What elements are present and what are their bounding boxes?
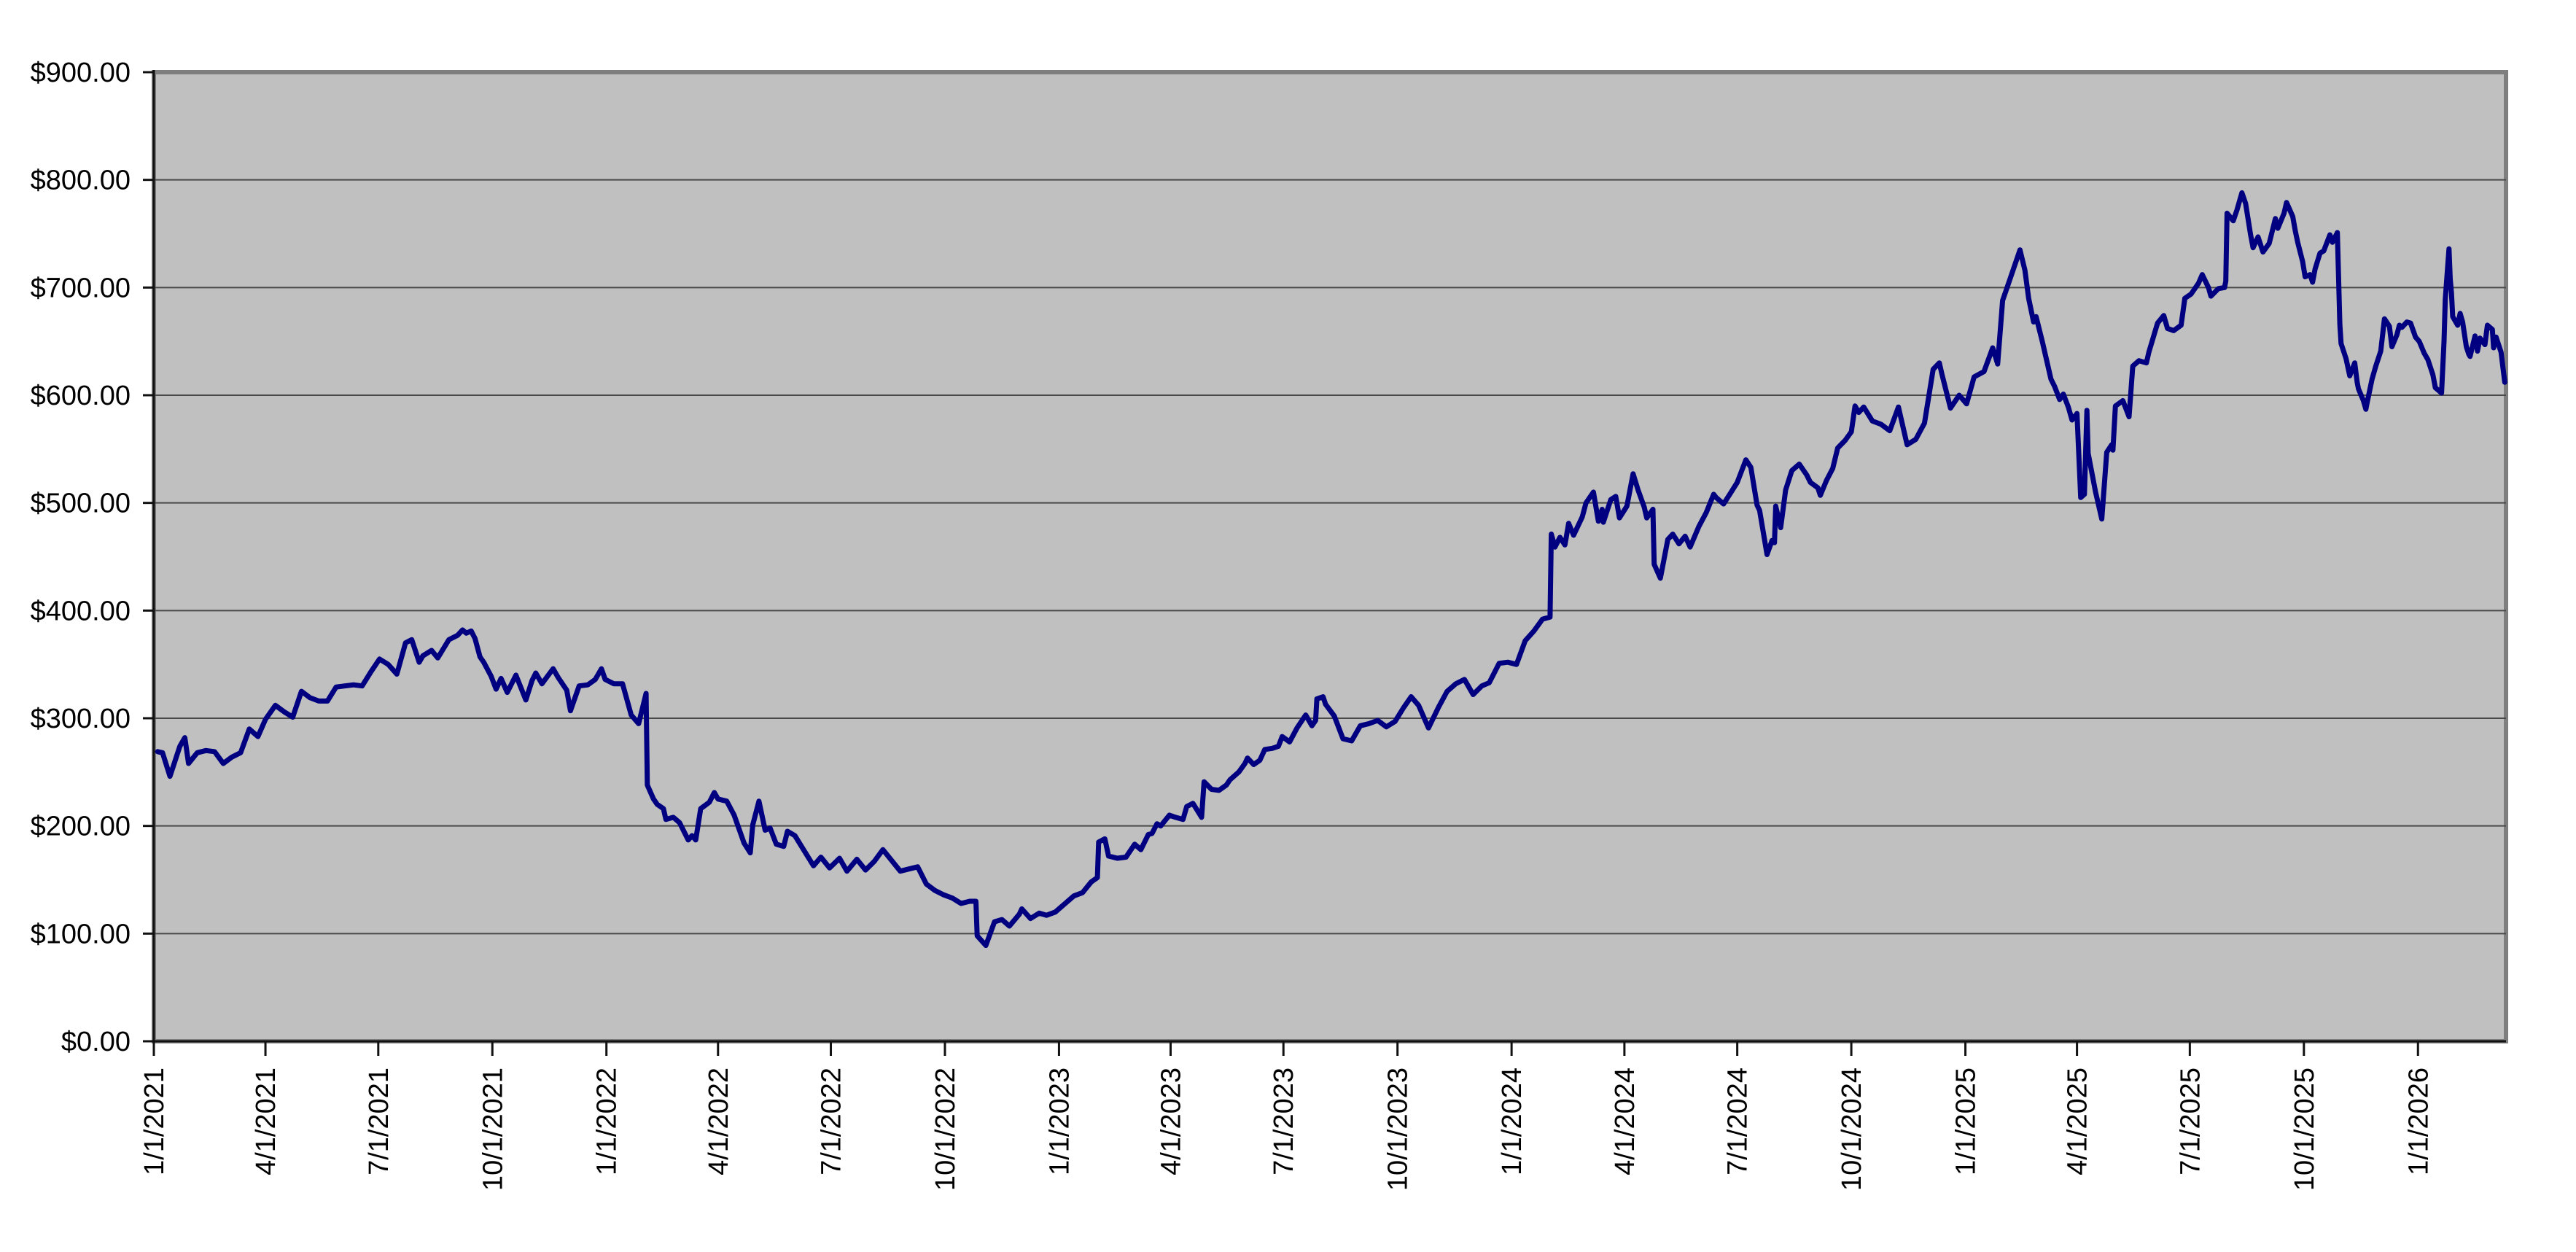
x-axis-label: 1/1/2021 [139,1068,170,1175]
x-axis-label: 1/1/2022 [592,1068,623,1175]
x-axis-label: 1/1/2024 [1497,1068,1528,1175]
y-axis-label: $300.00 [31,704,131,734]
x-axis-label: 7/1/2021 [364,1068,394,1175]
x-axis-label: 10/1/2024 [1837,1068,1867,1191]
x-axis-label: 10/1/2025 [2289,1068,2320,1191]
x-axis-label: 10/1/2022 [930,1068,961,1191]
x-axis-label: 10/1/2023 [1383,1068,1414,1191]
x-axis-label: 1/1/2023 [1044,1068,1075,1175]
x-axis-label: 7/1/2025 [2175,1068,2206,1175]
y-axis-label: $700.00 [31,273,131,303]
x-axis-label: 4/1/2023 [1156,1068,1186,1175]
x-axis-label: 7/1/2024 [1723,1068,1754,1175]
y-axis-label: $400.00 [31,596,131,626]
y-axis-label: $800.00 [31,166,131,196]
x-axis-label: 4/1/2025 [2063,1068,2093,1175]
y-axis-label: $500.00 [31,489,131,519]
y-axis-label: $600.00 [31,381,131,411]
price-series-line [155,190,2507,949]
x-axis-label: 10/1/2021 [478,1068,508,1191]
y-axis-label: $0.00 [61,1027,131,1057]
x-axis-label: 4/1/2022 [704,1068,734,1175]
y-axis-label: $100.00 [31,919,131,949]
x-axis-label: 7/1/2022 [817,1068,847,1175]
plot-area [152,70,2508,1043]
x-axis-label: 1/1/2026 [2403,1068,2434,1175]
y-axis-label: $900.00 [31,58,131,88]
y-axis-label: $200.00 [31,812,131,842]
x-axis-label: 1/1/2025 [1951,1068,1982,1175]
x-axis-label: 7/1/2023 [1269,1068,1299,1175]
x-axis-label: 4/1/2024 [1610,1068,1641,1175]
x-axis-label: 4/1/2021 [251,1068,281,1175]
